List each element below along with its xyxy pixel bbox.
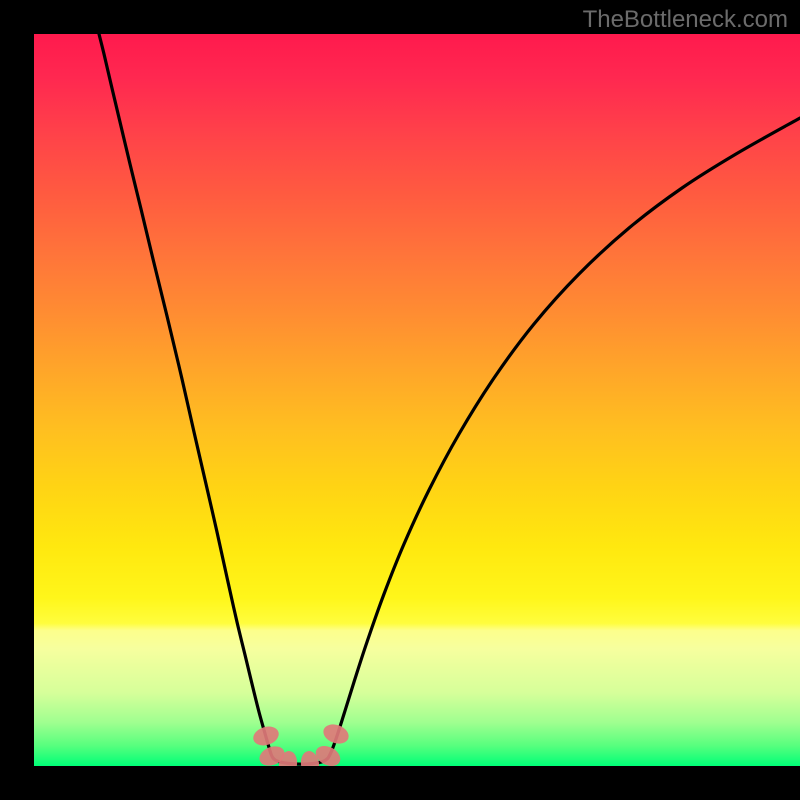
plot-area <box>34 34 800 766</box>
bottleneck-curve <box>99 34 800 764</box>
curve-layer <box>34 34 800 766</box>
curve-marker <box>321 721 352 747</box>
curve-marker <box>251 723 281 748</box>
marker-group <box>251 721 352 766</box>
watermark: TheBottleneck.com <box>583 6 788 34</box>
